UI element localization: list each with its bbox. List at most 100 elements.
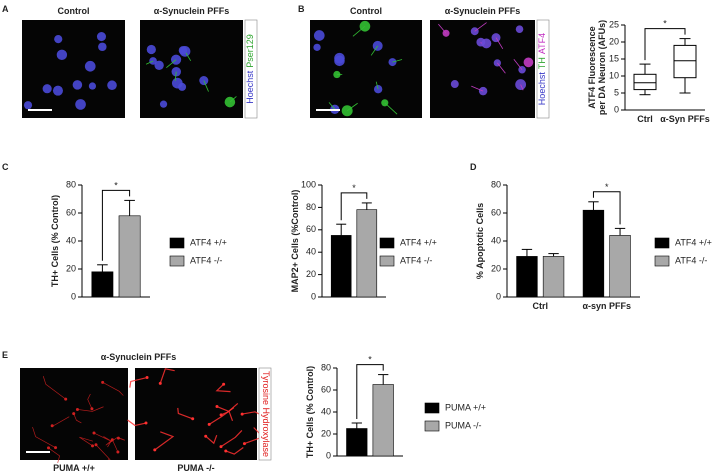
y-tick-label: 0 (311, 291, 316, 301)
neurite (215, 383, 231, 393)
y-tick-label: 60 (306, 224, 316, 234)
y-tick-label: 60 (66, 207, 76, 217)
neurite (392, 59, 403, 63)
nucleus (334, 55, 345, 67)
neurite (154, 431, 175, 451)
image-title: Control (350, 6, 382, 16)
legend-label: PUMA -/- (445, 420, 482, 430)
box (673, 44, 697, 79)
cell-body (191, 417, 195, 421)
y-tick-label: 0 (496, 291, 501, 301)
neurite (375, 81, 379, 90)
cell-body (242, 442, 246, 446)
neurite (87, 393, 93, 409)
y-tick-label: 0 (326, 450, 331, 460)
cell-body (240, 412, 244, 416)
y-axis-label: ATF4 Fluorescence (587, 26, 597, 108)
bar (582, 209, 605, 298)
stain-strip (258, 367, 272, 461)
panel-letter: A (2, 4, 9, 14)
legend-swatch (654, 255, 670, 267)
y-tick-label: 20 (321, 428, 331, 438)
neurite (166, 59, 177, 68)
stain-label: Hoechst TH ATF4 (537, 33, 547, 105)
legend-label: PUMA +/+ (445, 402, 486, 412)
bar (91, 271, 114, 298)
y-axis-label: TH+ Cells (% Control) (305, 366, 315, 458)
neurite (474, 22, 487, 32)
cell-body (92, 431, 96, 435)
legend-label: ATF4 -/- (675, 255, 707, 265)
nucleus (491, 33, 501, 43)
y-tick-label: 40 (321, 406, 331, 416)
significance-label: * (352, 183, 356, 193)
y-tick-label: 20 (609, 36, 619, 46)
cell-body (215, 405, 219, 409)
neurite (77, 406, 104, 412)
image-caption: PUMA +/+ (53, 463, 95, 473)
micrograph (22, 20, 125, 118)
y-tick-label: 60 (491, 207, 501, 217)
neurite (177, 407, 193, 420)
stain-strip (536, 19, 550, 119)
nucleus (88, 82, 97, 90)
neurite (102, 382, 124, 396)
bar (542, 256, 565, 298)
nucleus (23, 101, 33, 110)
legend-label: ATF4 -/- (190, 255, 222, 265)
neurite (159, 368, 175, 384)
nucleus (72, 80, 83, 90)
bar (609, 235, 631, 298)
bar (346, 428, 368, 457)
significance-label: * (605, 182, 609, 192)
cell-body (219, 445, 223, 449)
neurite (129, 376, 148, 388)
panel-letter: D (470, 162, 477, 172)
nucleus (107, 80, 117, 90)
bar (516, 256, 538, 298)
neurite (127, 419, 147, 427)
significance-label: * (663, 19, 667, 29)
bar (372, 384, 394, 457)
neurite (328, 102, 336, 110)
nucleus (84, 60, 96, 72)
legend-label: ATF4 -/- (400, 255, 432, 265)
stain-name: ATF4 (537, 33, 547, 54)
neurite (438, 23, 447, 34)
nucleus (515, 25, 524, 33)
cell-body (50, 424, 54, 428)
significance-label: * (114, 180, 118, 190)
stain-strip (244, 19, 258, 119)
stain-name: Hoechst (245, 70, 255, 104)
stain-name: Tyrosine Hydroxylase (261, 371, 271, 457)
stain-name: Hoechst (537, 72, 547, 106)
neurite (513, 58, 523, 70)
y-tick-label: 5 (614, 87, 619, 97)
y-tick-label: 20 (66, 263, 76, 273)
significance-bracket (101, 189, 131, 261)
cell-body (72, 412, 76, 416)
panel-letter: C (2, 162, 9, 172)
y-tick-label: 100 (301, 179, 316, 189)
neurite (32, 426, 56, 448)
cell-body (46, 446, 50, 450)
cell-body (90, 407, 94, 411)
legend-swatch (379, 255, 395, 267)
stain-name: Pser129 (245, 34, 255, 68)
nucleus (481, 38, 492, 49)
nucleus (450, 80, 459, 89)
neurite (220, 430, 243, 448)
neurite (42, 376, 66, 400)
nucleus (56, 49, 68, 61)
neurite (73, 413, 82, 424)
legend-swatch (169, 237, 185, 249)
image-caption: PUMA -/- (177, 463, 214, 473)
cell-body (145, 376, 149, 380)
nucleus (146, 44, 156, 55)
neurite (480, 41, 482, 44)
y-tick-label: 0 (71, 291, 76, 301)
panel-letter: E (2, 350, 8, 360)
nucleus (98, 42, 107, 52)
cell-body (207, 422, 211, 426)
cell-body (224, 449, 228, 453)
